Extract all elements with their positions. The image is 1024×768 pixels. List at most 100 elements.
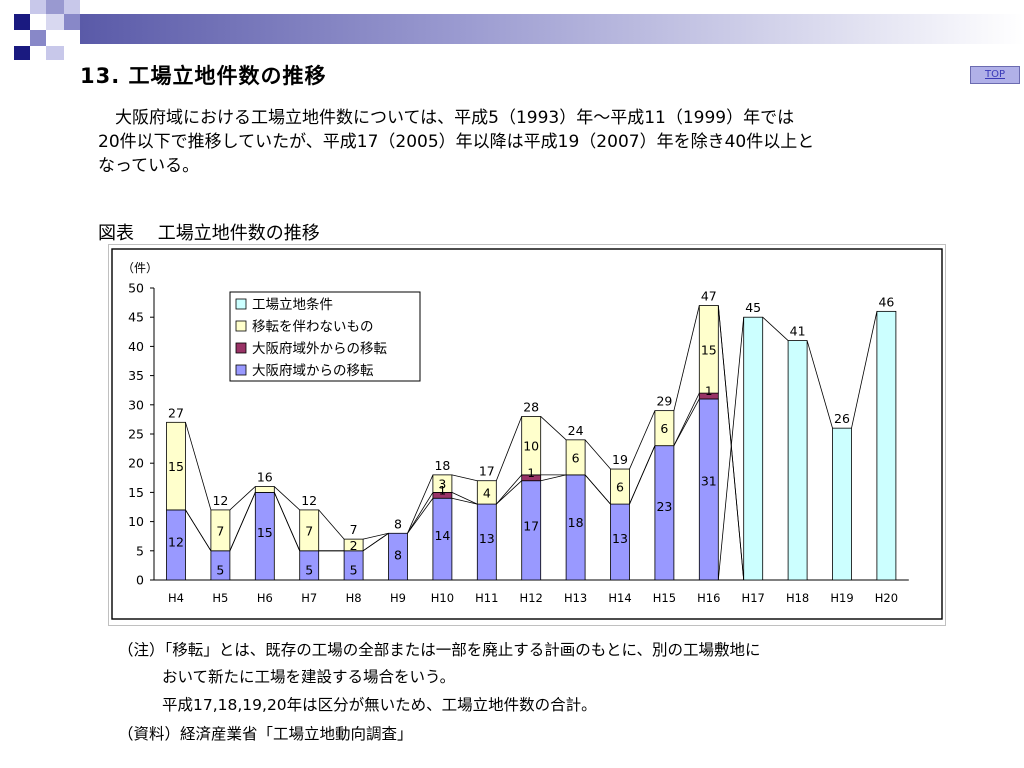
series-connector-line (407, 498, 434, 534)
x-tick-label: H20 (875, 591, 898, 605)
x-tick-label: H10 (431, 591, 454, 605)
data-label-total: 41 (790, 324, 806, 339)
series-connector-line (363, 532, 389, 540)
series-connector-line (318, 509, 345, 540)
series-connector-line (496, 480, 522, 505)
bar-segment-no-relocation (343, 538, 364, 552)
deco-square (0, 0, 14, 14)
x-tick-label: H9 (390, 591, 406, 605)
series-connector-line (495, 416, 523, 481)
series-connector-line (540, 416, 567, 441)
series-connector-line (451, 474, 478, 482)
data-label-no-relocation: 6 (572, 450, 580, 465)
bar-segment-no-relocation (210, 509, 231, 552)
legend-label: 大阪府域からの移転 (252, 363, 374, 379)
x-tick-label: H8 (346, 591, 362, 605)
data-label-no-relocation: 15 (168, 459, 184, 474)
deco-square (64, 0, 80, 14)
y-tick-label: 30 (128, 397, 144, 412)
data-label-no-relocation: 10 (523, 439, 539, 454)
deco-square (30, 0, 46, 14)
series-connector-line (274, 486, 300, 511)
data-label-total: 12 (301, 493, 317, 508)
data-label-from-osaka: 15 (257, 525, 273, 540)
y-tick-label: 0 (136, 573, 144, 588)
series-connector-line (185, 422, 212, 511)
data-label-total: 24 (568, 423, 584, 438)
x-tick-label: H11 (475, 591, 498, 605)
legend-label: 大阪府域外からの移転 (252, 341, 387, 357)
y-tick-label: 20 (128, 456, 144, 471)
data-label-total: 16 (257, 470, 273, 485)
series-connector-line (229, 486, 256, 511)
bar-segment-from-osaka (698, 398, 719, 581)
bar-segment-no-relocation (698, 305, 719, 394)
bar-segment-total (876, 310, 897, 581)
series-connector-line (629, 410, 656, 470)
y-tick-label: 40 (128, 339, 144, 354)
x-tick-label: H15 (653, 591, 676, 605)
deco-square (14, 14, 30, 30)
deco-square (46, 0, 64, 14)
data-label-from-osaka: 13 (479, 531, 495, 546)
data-label-total: 18 (434, 458, 450, 473)
y-tick-label: 15 (128, 485, 144, 500)
legend-label: 工場立地条件 (252, 296, 333, 313)
series-connector-line (185, 509, 212, 552)
series-connector-line (584, 439, 611, 470)
series-connector-line (451, 497, 478, 505)
x-tick-label: H17 (742, 591, 765, 605)
data-label-from-osaka: 18 (568, 515, 584, 530)
legend-swatch (235, 320, 247, 332)
bar-segment-total (832, 427, 852, 581)
data-label-no-relocation: 15 (701, 342, 717, 357)
series-connector-line (673, 392, 700, 446)
x-tick-label: H16 (697, 591, 720, 605)
series-connector-line (717, 305, 745, 581)
body-line: 大阪府域における工場立地件数については、平成5（1993）年～平成11（1999… (98, 108, 795, 128)
x-tick-label: H6 (257, 591, 273, 605)
legend-label: 移転を伴わないもの (252, 319, 374, 335)
legend-swatch (235, 298, 247, 310)
data-label-from-osaka: 8 (394, 547, 402, 562)
data-label-from-osaka: 13 (612, 531, 628, 546)
legend-swatch (235, 364, 247, 376)
series-connector-line (584, 474, 611, 505)
data-label-from-osaka: 5 (216, 562, 224, 577)
series-connector-line (673, 398, 700, 446)
bar-segment-no-relocation (476, 480, 497, 505)
data-label-total: 27 (168, 405, 184, 420)
y-tick-label: 25 (128, 427, 144, 442)
data-label-total: 26 (834, 411, 850, 426)
legend-swatch (235, 342, 247, 354)
y-tick-label: 45 (128, 310, 144, 325)
data-label-no-relocation: 4 (483, 485, 491, 500)
data-label-from-osaka: 14 (434, 528, 450, 543)
stacked-bar-chart: （件）05101520253035404550121527H45712H5151… (108, 244, 946, 626)
data-label-total: 7 (350, 522, 358, 537)
series-connector-line (407, 474, 434, 534)
deco-square (46, 14, 64, 30)
series-connector-line (407, 492, 434, 534)
body-paragraph: 大阪府域における工場立地件数については、平成5（1993）年～平成11（1999… (98, 106, 948, 178)
series-connector-line (806, 340, 833, 429)
data-label-total: 17 (479, 464, 495, 479)
x-tick-label: H4 (168, 591, 184, 605)
bar-segment-no-relocation (521, 416, 542, 476)
x-tick-label: H13 (564, 591, 587, 605)
series-connector-line (629, 445, 656, 505)
bar-segment-total (743, 316, 764, 581)
series-connector-line (495, 474, 523, 505)
note-line: （資料）経済産業省「工場立地動向調査」 (118, 725, 413, 743)
y-tick-label: 10 (128, 514, 144, 529)
series-connector-line (362, 532, 389, 552)
series-connector-line (717, 317, 745, 581)
data-label-no-relocation: 2 (350, 538, 358, 553)
bar-segment-no-relocation (654, 410, 675, 447)
x-tick-label: H7 (301, 591, 317, 605)
data-label-from-outside: 1 (439, 483, 446, 497)
data-label-total: 8 (394, 516, 402, 531)
bar-segment-no-relocation (166, 421, 186, 511)
data-label-no-relocation: 6 (616, 480, 624, 495)
top-link-button[interactable]: TOP (970, 66, 1020, 84)
